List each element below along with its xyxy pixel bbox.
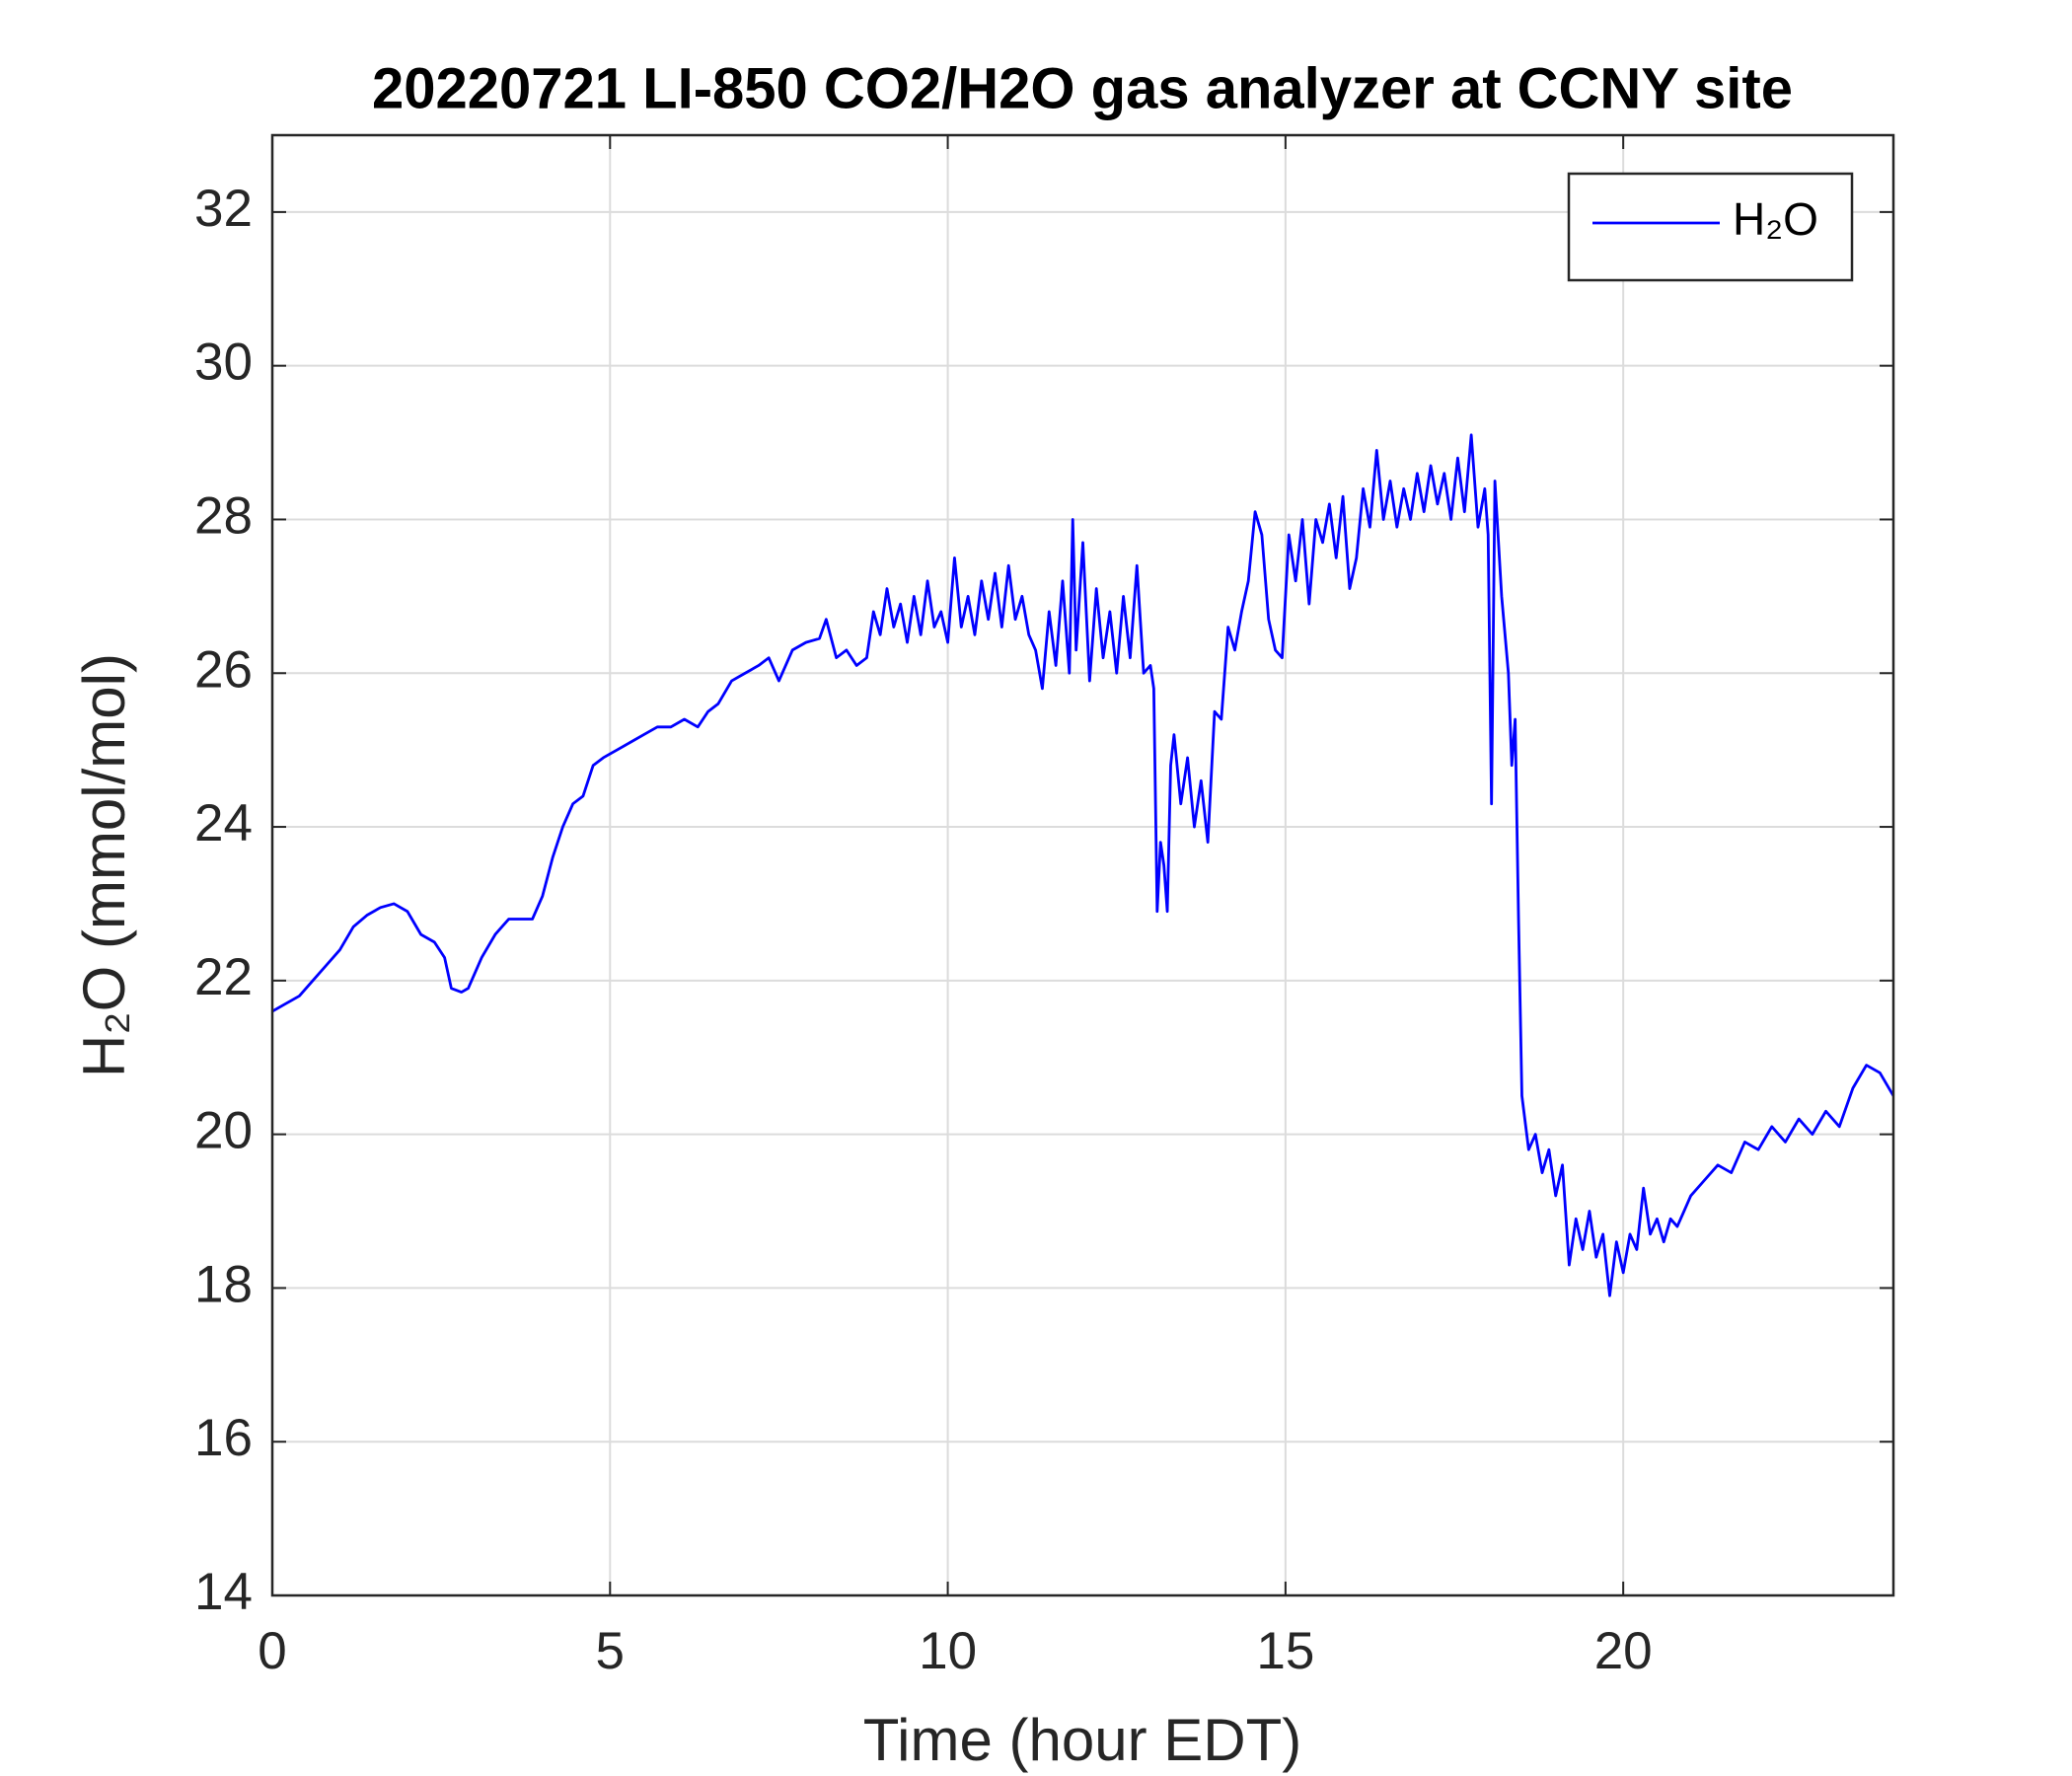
y-axis-label: H₂O (mmol/mol) bbox=[71, 653, 137, 1077]
chart-title: 20220721 LI-850 CO2/H2O gas analyzer at … bbox=[372, 56, 1793, 120]
x-tick-label: 10 bbox=[919, 1622, 977, 1680]
data-line bbox=[271, 433, 1895, 1297]
legend-box bbox=[1567, 172, 1854, 282]
y-tick-label: 22 bbox=[194, 948, 253, 1006]
y-tick-label: 24 bbox=[194, 794, 253, 852]
legend-label: H₂O bbox=[1733, 193, 1818, 245]
x-tick-label: 20 bbox=[1594, 1622, 1653, 1680]
x-tick-label: 0 bbox=[258, 1622, 286, 1680]
y-tick-label: 28 bbox=[194, 486, 253, 545]
axes-box bbox=[270, 133, 1895, 1597]
y-tick-label: 30 bbox=[194, 333, 253, 392]
y-tick-label: 14 bbox=[194, 1563, 253, 1621]
y-tick-label: 18 bbox=[194, 1255, 253, 1313]
x-axis-label: Time (hour EDT) bbox=[863, 1707, 1302, 1773]
y-tick-label: 20 bbox=[194, 1102, 253, 1160]
x-tick-label: 15 bbox=[1256, 1622, 1314, 1680]
y-tick-label: 16 bbox=[194, 1409, 253, 1467]
y-tick-label: 32 bbox=[194, 180, 253, 238]
y-tick-label: 26 bbox=[194, 640, 253, 699]
x-tick-label: 5 bbox=[596, 1622, 625, 1680]
